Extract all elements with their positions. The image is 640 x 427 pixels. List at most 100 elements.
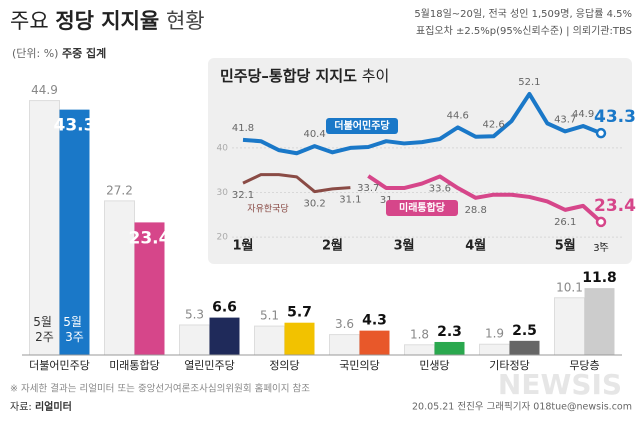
category-label: 더불어민주당	[29, 359, 90, 372]
unit: (단위: %)	[12, 47, 58, 60]
x-tick-label: 3월	[394, 238, 415, 254]
value-label: 1.8	[410, 327, 429, 341]
watermark: NEWSIS	[498, 368, 622, 401]
bar	[359, 330, 390, 355]
line	[367, 174, 603, 224]
title-lead: 주요	[10, 9, 49, 33]
point-label: 43.3	[594, 107, 636, 127]
value-label: 5.7	[287, 305, 312, 321]
point-label: 43.7	[554, 114, 576, 125]
series-label-part: 5월	[63, 315, 86, 329]
footnote: ※ 자세한 결과는 리얼미터 또는 중앙선거여론조사심의위원회 홈페이지 참조	[10, 383, 310, 395]
point-label: 30.2	[303, 199, 325, 210]
category-label: 미래통합당	[109, 359, 160, 372]
end-point	[595, 127, 607, 139]
bar	[29, 100, 60, 356]
category-label: 기타정당	[489, 359, 529, 372]
series-label-part: 3주	[65, 330, 84, 344]
line	[242, 173, 351, 194]
category-label: 무당층	[569, 359, 599, 372]
value-label: 4.3	[362, 313, 387, 329]
bar	[479, 343, 510, 356]
title-tail: 현황	[166, 9, 205, 33]
value-label: 27.2	[106, 183, 133, 197]
series-name: 미래통합당	[399, 201, 446, 214]
point-label: 33.7	[357, 183, 379, 194]
bar	[104, 200, 135, 356]
point-label: 26.1	[554, 217, 576, 228]
point-label: 23.4	[594, 196, 636, 216]
point-label: 44.6	[447, 110, 469, 121]
point-label: 31.1	[339, 195, 361, 206]
value-label: 5.3	[185, 307, 204, 321]
series-label: 5월 2주	[33, 315, 56, 344]
bar	[404, 344, 435, 356]
inset-title: 민주당–통합당 지지도 추이	[220, 67, 389, 85]
category-label: 정의당	[269, 359, 299, 372]
y-tick-label: 30	[217, 188, 229, 198]
bar	[284, 322, 315, 355]
bar	[329, 334, 360, 356]
title: 주요 정당 지지율 현황	[10, 9, 205, 33]
value-label: 5.1	[260, 309, 279, 323]
y-tick-label: 20	[217, 233, 229, 243]
point-label: 31	[380, 195, 393, 206]
value-label: 6.6	[212, 300, 237, 316]
value-label: 10.1	[556, 280, 583, 294]
inset-title-main: 민주당–통합당 지지도	[220, 67, 357, 85]
x-tick-label: 2월	[322, 238, 343, 254]
value-label: 2.3	[437, 324, 462, 340]
point-label: 33.6	[429, 183, 451, 194]
bar	[554, 297, 585, 356]
category-label: 국민의당	[339, 359, 379, 372]
category-label: 열린민주당	[184, 359, 235, 372]
point-label: 41.8	[232, 123, 254, 134]
y-tick-label: 40	[217, 143, 229, 153]
series-label-part: 2주	[35, 330, 54, 344]
value-label: 44.9	[31, 83, 58, 97]
basis: 주중 집계	[62, 46, 106, 60]
inset-panel	[208, 58, 632, 264]
category-label: 민생당	[419, 359, 449, 372]
series-name: 더불어민주당	[334, 119, 390, 132]
value-label: 23.4	[129, 228, 171, 248]
point-label: 42.6	[482, 119, 504, 130]
point-label: 32.1	[232, 190, 254, 201]
series-name: 자유한국당	[247, 204, 288, 215]
point-label: 52.1	[518, 77, 540, 88]
end-point	[595, 216, 607, 228]
x-tick-label: 3주	[593, 243, 609, 254]
series-name-box	[386, 200, 458, 216]
source: 자료: 리얼미터	[10, 400, 72, 413]
bar	[59, 109, 90, 355]
bar	[584, 288, 615, 355]
point-label: 40.4	[303, 129, 325, 140]
value-label: 43.3	[54, 116, 96, 136]
point-label: 44.9	[572, 109, 594, 120]
info-line: 표집오차 ±2.5%p(95%신뢰수준) | 의뢰기관:TBS	[416, 25, 632, 37]
value-label: 2.5	[512, 323, 537, 339]
bar	[134, 222, 165, 355]
x-tick-label: 4월	[465, 238, 486, 254]
series-label: 5월 3주	[63, 315, 86, 344]
x-tick-label: 5월	[555, 238, 576, 254]
x-tick-label: 1월	[232, 238, 253, 254]
subtitle: (단위: %) 주중 집계	[12, 46, 106, 60]
credit: 20.05.21 전진우 그래픽기자 018tue@newsis.com	[412, 402, 632, 413]
info-line: 5월18일~20일, 전국 성인 1,509명, 응답률 4.5%	[414, 8, 632, 20]
source-label: 자료:	[10, 401, 32, 413]
title-main: 정당 지지율	[55, 9, 159, 33]
value-label: 11.8	[582, 270, 617, 286]
point-label: 28.8	[465, 205, 487, 216]
source-name: 리얼미터	[35, 400, 72, 413]
series-name-box	[326, 118, 398, 134]
series-label-part: 5월	[33, 315, 56, 329]
bar	[179, 324, 210, 356]
bar	[509, 340, 540, 355]
bar	[254, 325, 285, 356]
bar	[209, 317, 240, 355]
bar	[434, 341, 465, 355]
inset-title-tail: 추이	[362, 67, 390, 85]
value-label: 1.9	[485, 327, 504, 341]
